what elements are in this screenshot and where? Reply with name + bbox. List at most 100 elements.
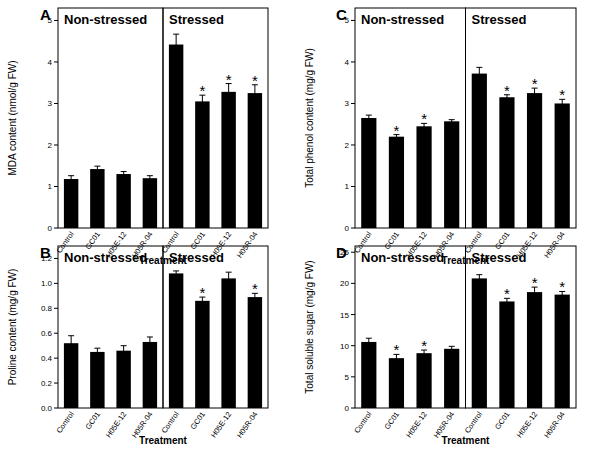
sub-panel-title: Non-stressed [361,250,444,265]
category-label: H05R-04 [542,410,567,440]
y-tick [54,20,58,21]
frame [466,246,577,408]
error-bar [366,338,372,345]
category-label: Control [160,410,181,435]
category-label: Control [352,410,373,435]
y-tick [351,103,355,104]
y-tick [54,308,58,309]
category-label: Control [55,410,76,435]
y-tick [351,252,355,253]
sub-panel: Stressed***ControlGC01H05E-12H05R-04 [160,8,268,260]
sub-panel: Non-stressedControlGC01H05E-12H05R-04 [55,246,163,440]
significance-mark: * [559,86,565,103]
bar [361,342,376,408]
sub-panel-title: Stressed [169,12,224,27]
x-axis-label: Treatment [139,435,187,446]
category-label: GC01 [493,230,512,251]
sub-panel: Stressed***ControlGC01H05E-12H05R-04 [463,8,576,260]
error-bar [147,176,153,181]
significance-mark: * [226,71,232,88]
bar [472,74,487,228]
significance-mark: * [532,274,538,291]
y-tick [351,283,355,284]
error-bar [173,34,179,55]
y-tick-label: 1 [345,182,350,191]
y-tick-label: 0.4 [41,354,53,363]
bar [116,351,130,408]
error-bar [173,271,179,276]
frame [355,246,466,408]
bars [472,275,570,408]
y-tick-label: 0.0 [41,404,53,413]
y-tick [351,314,355,315]
error-bar [94,348,100,355]
panel: BProline content (mg/g FW)Treatment0.00.… [7,244,268,446]
y-tick-label: 3 [345,99,350,108]
y-tick [54,186,58,187]
significance-mark: * [252,72,258,89]
y-tick [54,408,58,409]
y-tick [351,408,355,409]
sub-panel: Stressed**ControlGC01H05E-12H05R-04 [160,246,268,440]
category-label: GC01 [188,230,207,251]
bar [499,97,514,228]
y-tick-label: 0 [345,224,350,233]
bar [248,297,262,408]
bar [555,295,570,408]
error-bar [94,166,100,172]
error-bar [449,346,455,351]
bar [143,342,157,408]
significance-mark: * [421,110,427,127]
frame [163,8,268,228]
significance-mark: * [394,122,400,139]
y-tick-label: 2 [345,141,350,150]
bar [499,301,514,408]
y-tick [351,20,355,21]
bar [116,174,130,228]
bars [472,67,570,228]
bar [472,278,487,408]
sub-panel: Non-stressedControlGC01H05E-12H05R-04 [55,8,163,260]
y-tick-label: 1.0 [41,279,53,288]
bar [389,358,404,408]
sub-panel: Stressed***ControlGC01H05E-12H05R-04 [463,246,576,440]
error-bar [366,115,372,121]
bar [64,179,78,228]
significance-mark: * [559,278,565,295]
bar [195,301,209,408]
y-tick-label: 5 [345,373,350,382]
category-label: H05E-12 [404,410,428,439]
y-tick [54,144,58,145]
y-tick [351,228,355,229]
frame [58,8,163,228]
y-tick [54,103,58,104]
category-label: H05R-04 [235,410,260,440]
bar [169,45,183,228]
y-tick-label: 0.2 [41,379,53,388]
y-tick-label: 20 [340,279,349,288]
y-tick [351,345,355,346]
y-axis-label: Proline content (mg/g FW) [7,269,18,386]
error-bar [476,67,482,79]
bar [444,349,459,408]
figure: AMDA content (nmol/g FW)Treatment012345N… [0,0,589,454]
y-tick [351,376,355,377]
category-label: GC01 [188,410,207,431]
y-tick [351,186,355,187]
sub-panel: Non-stressed**ControlGC01H05E-12H05R-04 [352,8,465,260]
error-bar [121,346,127,356]
y-tick-label: 25 [340,248,349,257]
bar [64,343,78,408]
category-label: H05R-04 [432,410,457,440]
bars [64,336,157,408]
error-bar [68,336,74,351]
bars [361,338,459,408]
frame [466,8,577,228]
y-tick-label: 4 [345,58,350,67]
y-tick [54,258,58,259]
error-bar [121,172,127,177]
y-tick-label: 0 [48,224,53,233]
bar [90,352,104,408]
bar [169,273,183,408]
bar [221,92,235,228]
